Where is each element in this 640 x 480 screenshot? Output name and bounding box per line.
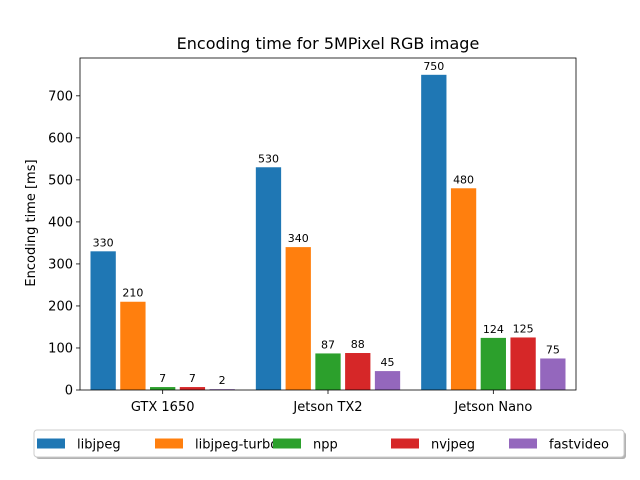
data-label-libjpeg-jetson-tx2: 530	[258, 152, 279, 165]
data-label-libjpeg-turbo-gtx-1650: 210	[122, 287, 143, 300]
data-label-nvjpeg-gtx-1650: 7	[189, 372, 196, 385]
legend-swatch-npp	[273, 438, 301, 449]
data-label-fastvideo-jetson-nano: 75	[546, 343, 560, 356]
legend-box	[33, 429, 625, 458]
y-axis: 0 100 200 300 400 500 600 700	[48, 89, 80, 399]
x-tick-label: Jetson Nano	[453, 400, 532, 415]
data-label-libjpeg-gtx-1650: 330	[93, 236, 114, 249]
bar-fastvideo-jetson-nano	[540, 358, 566, 390]
y-tick-label: 400	[48, 215, 73, 230]
y-tick-label: 500	[48, 173, 73, 188]
legend-label-nvjpeg: nvjpeg	[431, 438, 475, 453]
data-label-npp-jetson-nano: 124	[483, 323, 504, 336]
x-axis: GTX 1650 Jetson TX2 Jetson Nano	[131, 390, 532, 415]
plot-frame	[79, 57, 577, 391]
bar-libjpeg-jetson-tx2	[255, 167, 282, 390]
y-tick-label: 700	[48, 89, 73, 104]
legend: libjpeg libjpeg-turbo npp nvjpeg fastvideo	[33, 429, 626, 459]
bar-libjpeg-gtx-1650	[90, 251, 116, 390]
data-label-nvjpeg-jetson-nano: 125	[513, 322, 534, 335]
y-tick-label: 600	[48, 131, 73, 146]
legend-label-npp: npp	[313, 438, 338, 453]
y-tick-label: 300	[48, 257, 73, 272]
x-tick-label: Jetson TX2	[292, 400, 362, 415]
bar-nvjpeg-jetson-tx2	[345, 353, 371, 390]
y-tick-label: 200	[48, 299, 73, 314]
bar-npp-jetson-nano	[480, 337, 506, 390]
data-labels-group: 330 530 750 210 340 480 7 87 124 7 88 125 2 45 75	[93, 60, 560, 387]
y-axis-label: Encoding time [ms]	[24, 159, 39, 286]
y-tick-label: 100	[48, 341, 73, 356]
data-label-npp-gtx-1650: 7	[159, 372, 166, 385]
bar-nvjpeg-gtx-1650	[179, 387, 206, 390]
data-label-libjpeg-turbo-jetson-nano: 480	[453, 173, 474, 186]
bar-npp-jetson-tx2	[315, 353, 341, 390]
legend-swatch-libjpeg	[37, 438, 65, 449]
data-label-libjpeg-turbo-jetson-tx2: 340	[288, 232, 309, 245]
x-tick-label: GTX 1650	[131, 400, 195, 415]
legend-swatch-libjpeg-turbo	[155, 438, 183, 449]
bar-libjpeg-turbo-jetson-nano	[450, 188, 477, 390]
bar-fastvideo-jetson-tx2	[374, 371, 401, 390]
bars-group	[90, 74, 566, 391]
legend-swatch-nvjpeg	[391, 438, 419, 449]
bar-libjpeg-turbo-gtx-1650	[120, 301, 146, 390]
data-label-fastvideo-jetson-tx2: 45	[381, 356, 395, 369]
bar-libjpeg-jetson-nano	[421, 74, 447, 391]
data-label-fastvideo-gtx-1650: 2	[219, 374, 226, 387]
legend-label-libjpeg-turbo: libjpeg-turbo	[195, 438, 278, 453]
legend-label-fastvideo: fastvideo	[549, 438, 609, 453]
legend-label-libjpeg: libjpeg	[77, 438, 121, 453]
data-label-libjpeg-jetson-nano: 750	[423, 60, 444, 73]
chart-title: Encoding time for 5MPixel RGB image	[177, 34, 480, 53]
legend-swatch-fastvideo	[509, 438, 537, 449]
data-label-nvjpeg-jetson-tx2: 88	[351, 338, 365, 351]
bar-libjpeg-turbo-jetson-tx2	[285, 247, 311, 390]
bar-nvjpeg-jetson-nano	[510, 337, 536, 390]
data-label-npp-jetson-tx2: 87	[321, 338, 335, 351]
bar-fastvideo-gtx-1650	[209, 389, 235, 390]
bar-npp-gtx-1650	[150, 387, 176, 390]
y-tick-label: 0	[65, 384, 73, 399]
